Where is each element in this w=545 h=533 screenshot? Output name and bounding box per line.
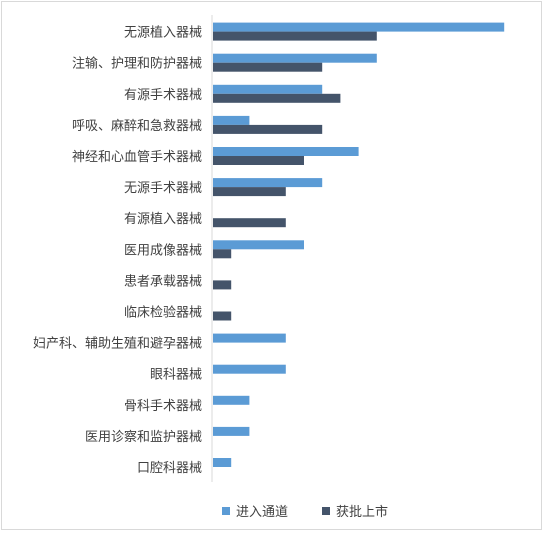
bar-series-2 <box>213 156 304 165</box>
category-label: 患者承载器械 <box>124 274 202 289</box>
bar-series-1 <box>213 53 377 63</box>
bar-series-2 <box>213 124 323 134</box>
category-label: 呼吸、麻醉和急救器械 <box>72 118 202 134</box>
category-label: 眼科器械 <box>150 368 202 383</box>
legend-label: 进入通道 <box>236 505 288 520</box>
bar-series-1 <box>213 147 359 156</box>
legend: 进入通道 获批上市 <box>222 504 388 520</box>
category-label: 医用成像器械 <box>124 243 202 258</box>
bar-series-1 <box>213 240 304 250</box>
bar-series-2 <box>213 187 286 197</box>
category-label: 骨科手术器械 <box>124 399 202 414</box>
bar-series-2 <box>213 31 377 41</box>
bar-series-1 <box>213 458 232 467</box>
bar-series-2 <box>213 93 341 103</box>
category-label: 神经和心血管手术器械 <box>72 150 202 165</box>
category-label: 有源手术器械 <box>124 88 202 103</box>
bar-series-1 <box>213 84 323 94</box>
category-label: 有源植入器械 <box>124 212 202 227</box>
category-label: 口腔科器械 <box>137 461 202 476</box>
bar-series-1 <box>213 22 505 32</box>
bar-series-2 <box>213 62 323 72</box>
category-label: 临床检验器械 <box>124 304 202 320</box>
bar-series-2 <box>213 280 232 290</box>
bar-series-1 <box>213 333 286 343</box>
category-labels: 无源植入器械注输、护理和防护器械有源手术器械呼吸、麻醉和急救器械神经和心血管手术… <box>33 26 202 476</box>
legend-label: 获批上市 <box>336 504 388 520</box>
category-label: 医用诊察和监护器械 <box>85 430 202 445</box>
category-label: 注输、护理和防护器械 <box>72 56 202 72</box>
bar-series-1 <box>213 115 250 125</box>
category-label: 无源手术器械 <box>124 181 202 196</box>
legend-swatch <box>322 507 330 515</box>
bars <box>213 22 505 467</box>
bar-series-1 <box>213 178 323 188</box>
bar-series-1 <box>213 426 250 436</box>
bar-series-2 <box>213 249 232 259</box>
bar-series-2 <box>213 311 232 321</box>
legend-swatch <box>222 507 230 515</box>
bar-series-2 <box>213 218 286 228</box>
category-label: 妇产科、辅助生殖和避孕器械 <box>33 336 202 352</box>
bar-series-1 <box>213 364 286 374</box>
bar-series-1 <box>213 395 250 405</box>
category-label: 无源植入器械 <box>124 26 202 41</box>
